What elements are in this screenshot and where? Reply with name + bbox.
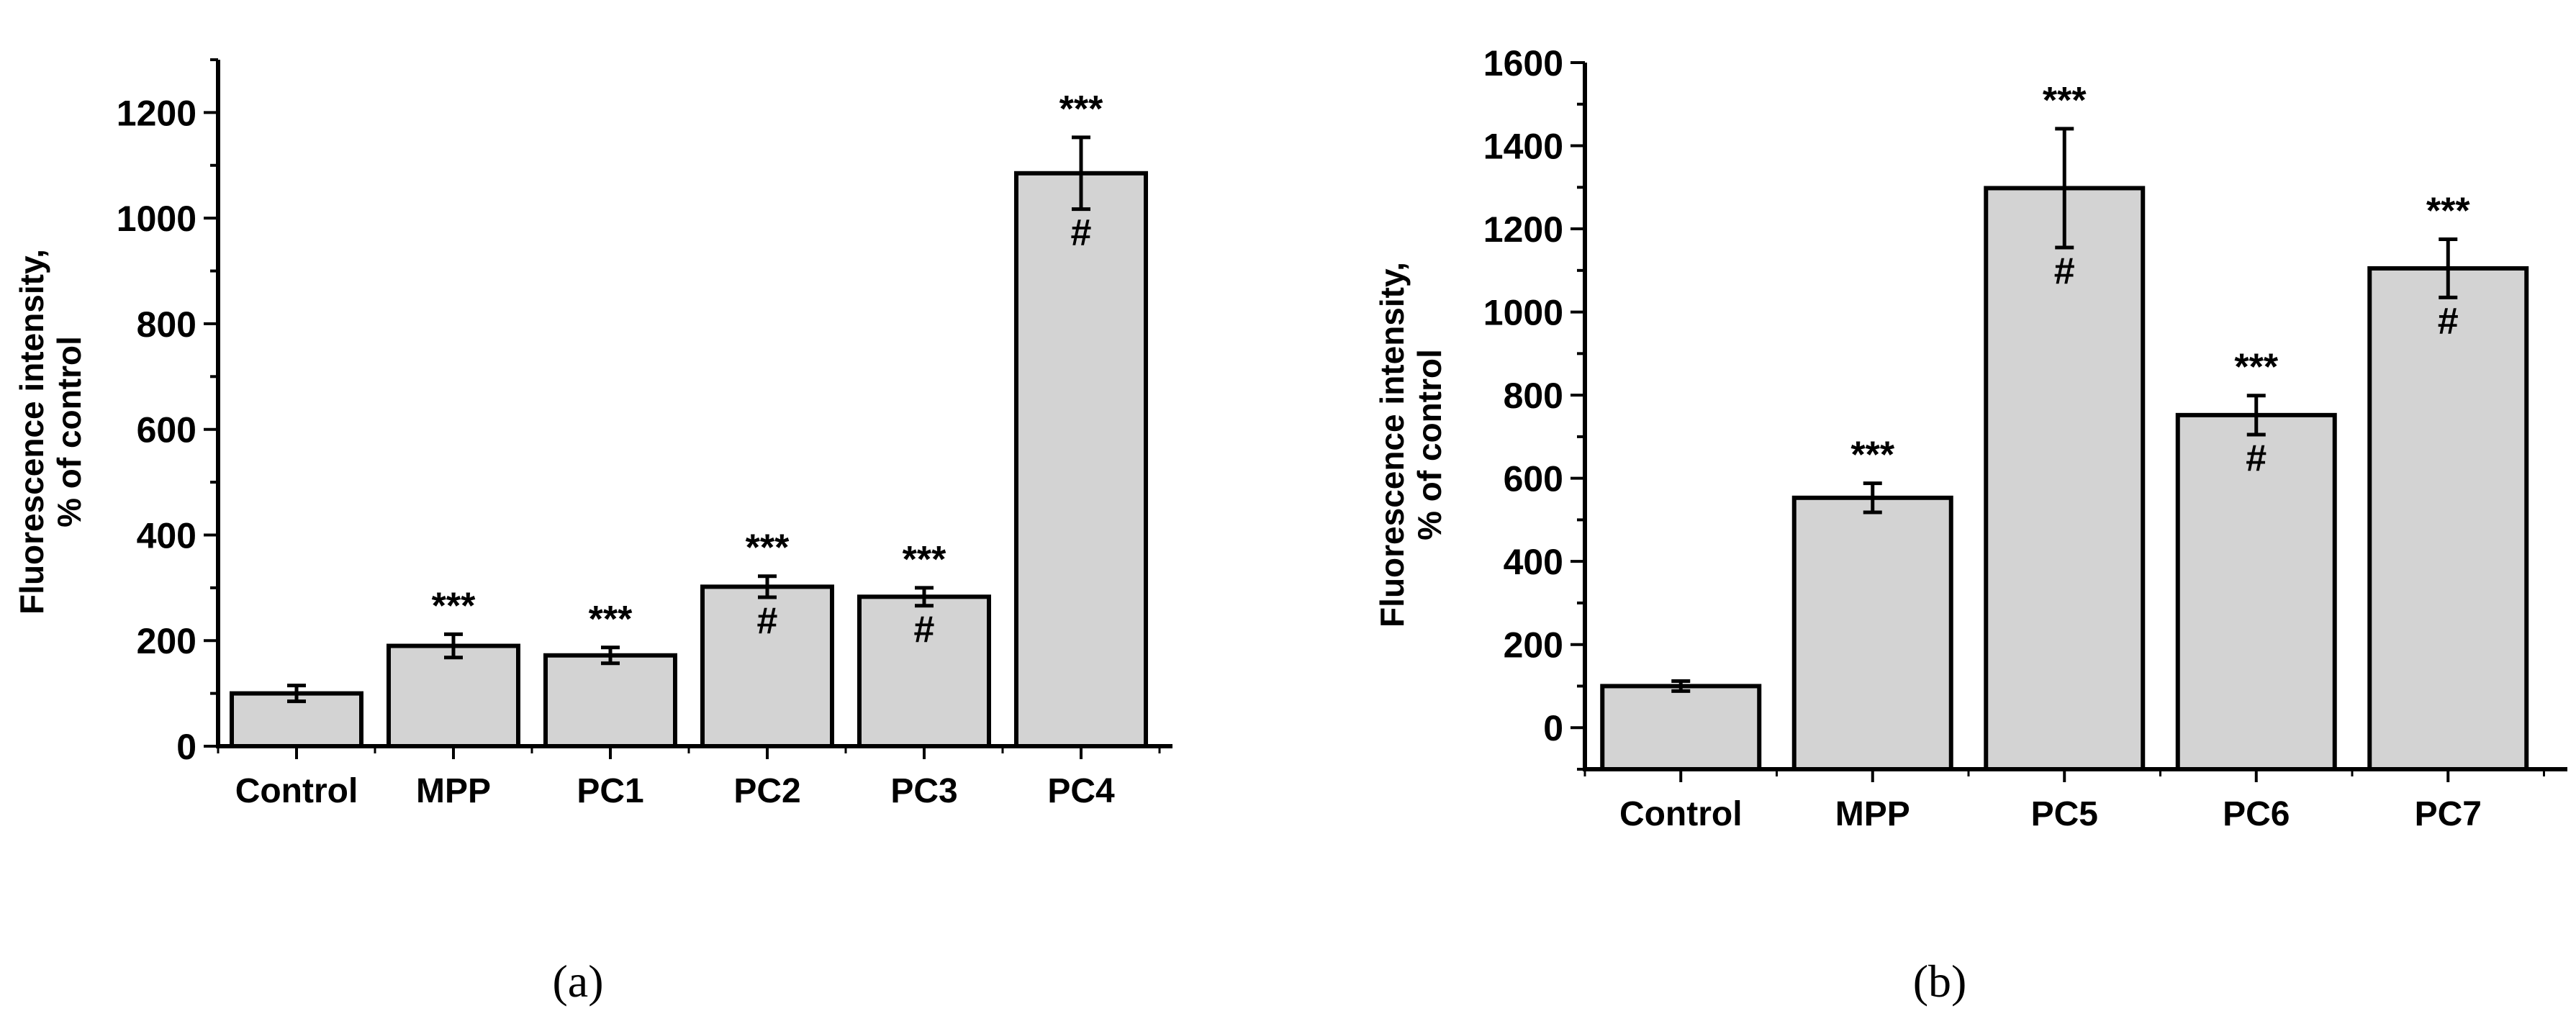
error-bar [2439,237,2458,299]
bar-pc7 [2367,266,2529,771]
bar-pc1 [543,653,677,748]
panel-label: (a) [552,956,603,1007]
significance-hash: # [2438,300,2459,342]
y-tick-label: 1000 [1483,293,1563,333]
error-bar [2055,127,2074,250]
y-tick-label: 1600 [1483,43,1563,83]
significance-stars: *** [2043,80,2087,122]
error-bar [444,632,463,660]
x-tick-label: PC1 [577,772,643,810]
significance-stars: *** [2234,347,2278,389]
error-bar [287,684,306,704]
error-bar [1863,481,1882,514]
y-axis-title-line2: % of control [1411,349,1448,540]
y-axis-title-line2: % of control [50,336,88,527]
error-bar [758,574,777,599]
y-tick-label: 400 [137,515,196,556]
significance-hash: # [757,600,778,642]
chart-panel-a: Control *** MPP *** PC1 *** # PC2 *** # PC3 *** # PC4… [13,58,1172,1007]
y-axis-title-line1: Fluorescence intensity, [1373,262,1411,627]
x-tick-label: PC4 [1047,772,1115,810]
x-tick-label: Control [1619,795,1743,833]
x-tick-label: MPP [1835,795,1910,833]
y-tick-label: 400 [1504,542,1563,582]
error-bar [1072,135,1090,212]
bar-pc6 [2175,412,2337,772]
significance-hash: # [1071,212,1092,254]
significance-stars: *** [903,539,946,581]
x-tick-label: PC2 [733,772,800,810]
y-tick-label: 0 [176,727,196,767]
significance-stars: *** [1850,435,1894,476]
significance-stars: *** [589,599,633,640]
x-tick-label: PC6 [2223,795,2290,833]
significance-stars: *** [432,585,476,627]
significance-stars: *** [746,527,790,569]
y-tick-label: 600 [137,410,196,450]
significance-hash: # [2054,250,2075,292]
x-tick-label: MPP [416,772,491,810]
error-bar [601,645,620,666]
bar-control [1600,684,1762,771]
y-tick-label: 800 [1504,376,1563,416]
y-tick-label: 800 [137,304,196,345]
y-tick-label: 200 [1504,625,1563,666]
error-bar [1671,679,1691,693]
y-tick-label: 1200 [1483,209,1563,250]
x-tick-label: PC7 [2415,795,2482,833]
bar-mpp [387,643,520,748]
bar-mpp [1791,495,1953,771]
chart-panel-b: Control *** MPP *** # PC5 *** # PC6 *** # PC7 0 200 40… [1373,43,2567,1007]
y-tick-label: 1400 [1483,127,1563,167]
y-tick-label: 600 [1504,459,1563,499]
y-tick-label: 1000 [117,199,196,239]
significance-hash: # [914,609,935,651]
significance-stars: *** [2426,191,2470,232]
y-tick-label: 0 [1543,708,1563,748]
error-bar [2246,394,2266,437]
error-bar [915,586,934,608]
bar-pc5 [1984,186,2146,771]
significance-stars: *** [1059,89,1103,130]
y-tick-label: 200 [137,621,196,661]
bar-pc4 [1014,171,1148,748]
x-tick-label: PC3 [890,772,957,810]
significance-hash: # [2246,438,2267,479]
y-tick-label: 1200 [117,93,196,133]
x-tick-label: PC5 [2031,795,2098,833]
panel-label: (b) [1913,956,1967,1007]
y-axis-title-line1: Fluorescence intensity, [13,249,50,615]
x-tick-label: Control [235,772,358,810]
